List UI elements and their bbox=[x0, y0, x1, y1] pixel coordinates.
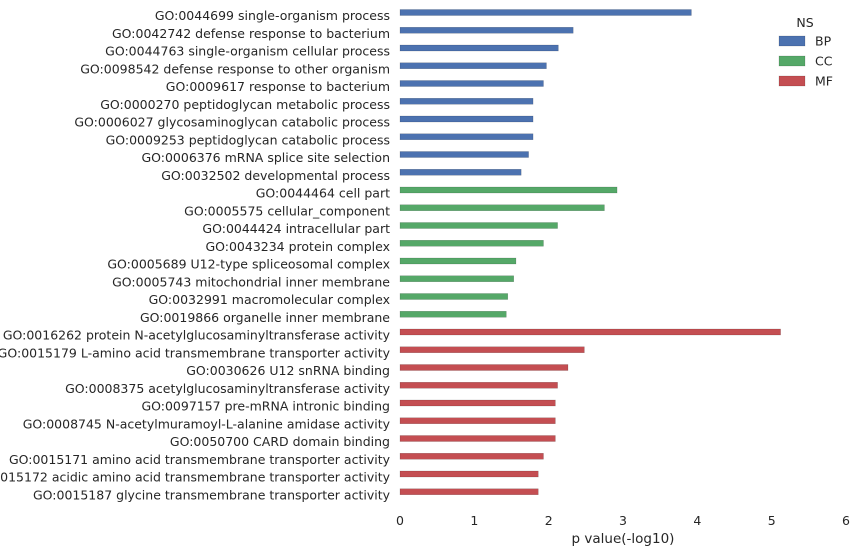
bar-bp bbox=[399, 44, 559, 52]
bar-mf bbox=[399, 399, 556, 407]
category-label: GO:0008375 acetylglucosaminyltransferase… bbox=[65, 381, 390, 396]
category-label: GO:0000270 peptidoglycan metabolic proce… bbox=[100, 97, 390, 112]
bar-cc bbox=[399, 204, 605, 211]
category-label: GO:0050700 CARD domain binding bbox=[170, 434, 390, 449]
category-label: GO:0044699 single-organism process bbox=[155, 8, 390, 23]
bar-cc bbox=[399, 311, 507, 318]
bar-bp bbox=[399, 151, 529, 158]
bar-mf bbox=[399, 453, 544, 460]
category-label: GO:0015171 amino acid transmembrane tran… bbox=[9, 452, 391, 467]
bar-cc bbox=[399, 257, 517, 265]
legend-title: NS bbox=[796, 15, 813, 30]
category-label: GO:0006027 glycosaminoglycan catabolic p… bbox=[74, 115, 390, 130]
category-label: GO:0019866 organelle inner membrane bbox=[140, 310, 390, 325]
bar-mf bbox=[399, 382, 558, 389]
bar-cc bbox=[399, 186, 618, 194]
x-tick-label: 5 bbox=[768, 513, 776, 528]
category-label: GO:0005575 cellular_component bbox=[184, 203, 390, 218]
category-label: GO:0044464 cell part bbox=[256, 186, 390, 201]
bar-cc bbox=[399, 222, 558, 229]
bar-bp bbox=[399, 115, 534, 123]
bar-cc bbox=[399, 275, 514, 282]
bar-bp bbox=[399, 133, 534, 140]
bar-mf bbox=[399, 364, 569, 371]
category-labels-group: GO:0044699 single-organism process GO:004… bbox=[0, 8, 391, 502]
bar-mf bbox=[399, 346, 585, 353]
category-label: GO:0006376 mRNA splice site selection bbox=[141, 150, 390, 165]
bar-cc bbox=[399, 240, 544, 247]
x-tick-label: 1 bbox=[470, 513, 478, 528]
legend: NS BP CC MF bbox=[778, 15, 833, 89]
bar-bp bbox=[399, 98, 534, 105]
bar-mf bbox=[399, 470, 539, 478]
category-label: GO:0044763 single-organism cellular proc… bbox=[105, 44, 390, 59]
bar-mf bbox=[399, 328, 781, 336]
category-label: GO:0042742 defense response to bacterium bbox=[112, 26, 390, 41]
category-label: GO:0016262 protein N-acetylglucosaminylt… bbox=[3, 328, 391, 343]
bar-bp bbox=[399, 62, 547, 69]
x-tick-labels-group: 0 1 2 3 4 5 6 bbox=[396, 513, 850, 528]
category-label: GO:0005689 U12-type spliceosomal complex bbox=[107, 257, 390, 272]
x-tick-label: 6 bbox=[842, 513, 850, 528]
category-label: GO:0015187 glycine transmembrane transpo… bbox=[33, 487, 391, 502]
x-tick-label: 3 bbox=[619, 513, 627, 528]
category-label: GO:0098542 defense response to other org… bbox=[80, 61, 390, 76]
category-label: GO:0015179 L-amino acid transmembrane tr… bbox=[0, 345, 391, 360]
x-tick-label: 4 bbox=[693, 513, 701, 528]
bar-mf bbox=[399, 417, 556, 424]
category-label: GO:0009617 response to bacterium bbox=[166, 79, 390, 94]
legend-swatch-mf bbox=[778, 75, 806, 87]
category-label: GO:0008745 N-acetylmuramoyl-L-alanine am… bbox=[23, 416, 391, 431]
bar-mf bbox=[399, 488, 539, 495]
legend-label-bp: BP bbox=[815, 34, 832, 49]
category-label: GO:0032991 macromolecular complex bbox=[149, 292, 390, 307]
legend-swatch-cc bbox=[778, 55, 806, 67]
category-label: GO:0044424 intracellular part bbox=[202, 221, 390, 236]
x-tick-label: 2 bbox=[545, 513, 553, 528]
bar-bp bbox=[399, 169, 522, 176]
bar-cc bbox=[399, 293, 509, 300]
bar-bp bbox=[399, 80, 544, 87]
legend-items: BP CC MF bbox=[778, 34, 833, 89]
legend-label-mf: MF bbox=[815, 74, 833, 89]
category-label: GO:0032502 developmental process bbox=[161, 168, 390, 183]
legend-swatch-bp bbox=[778, 35, 806, 47]
bar-mf bbox=[399, 435, 556, 442]
x-tick-label: 0 bbox=[396, 513, 404, 528]
legend-label-cc: CC bbox=[815, 54, 833, 69]
category-label: GO:0030626 U12 snRNA binding bbox=[186, 363, 390, 378]
bars-group bbox=[399, 9, 781, 495]
bar-bp bbox=[399, 27, 574, 34]
category-label: GO:0043234 protein complex bbox=[205, 239, 390, 254]
category-label: GO:0009253 peptidoglycan catabolic proce… bbox=[106, 132, 390, 147]
category-label: GO:0097157 pre-mRNA intronic binding bbox=[141, 399, 390, 414]
bar-bp bbox=[399, 9, 692, 16]
x-axis-title: p value(-log10) bbox=[572, 531, 675, 547]
category-label: GO:0005743 mitochondrial inner membrane bbox=[112, 274, 390, 289]
category-label: GO:0015172 acidic amino acid transmembra… bbox=[0, 470, 391, 485]
